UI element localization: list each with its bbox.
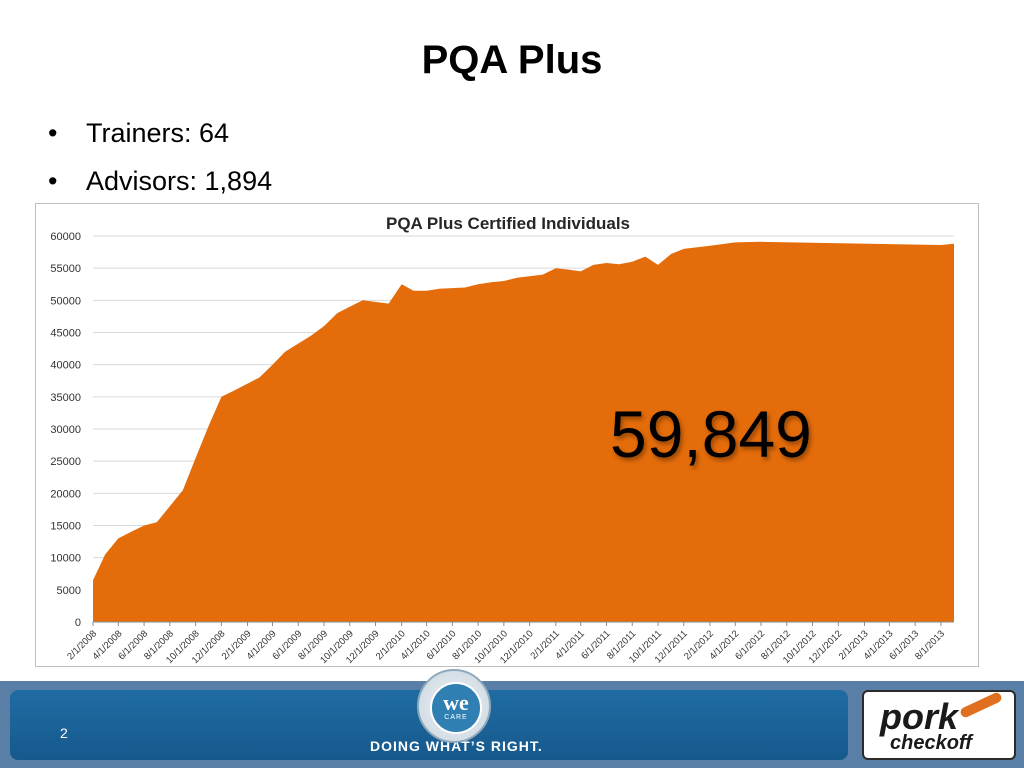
y-tick-label: 50000 [50, 295, 81, 307]
y-tick-label: 45000 [50, 328, 81, 340]
footer-tagline: DOING WHAT’S RIGHT. [370, 738, 543, 754]
y-tick-label: 20000 [50, 488, 81, 500]
y-tick-label: 55000 [50, 263, 81, 275]
seal-subtext: CARE [444, 714, 468, 721]
y-tick-label: 35000 [50, 392, 81, 404]
bullet-dot: • [48, 118, 58, 148]
pork-checkoff-logo: pork checkoff [862, 690, 1016, 760]
y-tick-label: 10000 [50, 553, 81, 565]
logo-word-pork: pork [880, 696, 959, 737]
bullet-list: • Trainers: 64 • Advisors: 1,894 [48, 115, 272, 211]
chart-frame: PQA Plus Certified Individuals 0 5000 10000… [35, 203, 979, 667]
area-chart: PQA Plus Certified Individuals 0 5000 10000… [50, 214, 954, 666]
total-callout: 59,849 [610, 397, 812, 471]
y-tick-label: 5000 [57, 585, 81, 597]
bullet-item-trainers: • Trainers: 64 [48, 115, 272, 163]
area-series [93, 241, 954, 623]
y-tick-label: 60000 [50, 231, 81, 243]
seal-text: we [443, 690, 469, 715]
y-tick-label: 0 [75, 617, 81, 629]
seal-center: we CARE [430, 682, 482, 734]
y-tick-label: 30000 [50, 424, 81, 436]
bullet-text: Trainers: 64 [86, 118, 230, 148]
logo-word-checkoff: checkoff [890, 732, 972, 754]
bullet-text: Advisors: 1,894 [86, 166, 273, 196]
bullet-dot: • [48, 166, 58, 196]
logo-swoosh-icon [958, 691, 1004, 719]
slide-title: PQA Plus [421, 38, 603, 82]
y-tick-label: 25000 [50, 456, 81, 468]
bullet-item-advisors: • Advisors: 1,894 [48, 163, 272, 211]
chart-title: PQA Plus Certified Individuals [386, 214, 630, 233]
y-tick-label: 15000 [50, 521, 81, 533]
y-tick-label: 40000 [50, 360, 81, 372]
page-number: 2 [60, 725, 68, 741]
we-care-seal-logo: we CARE [417, 669, 491, 743]
